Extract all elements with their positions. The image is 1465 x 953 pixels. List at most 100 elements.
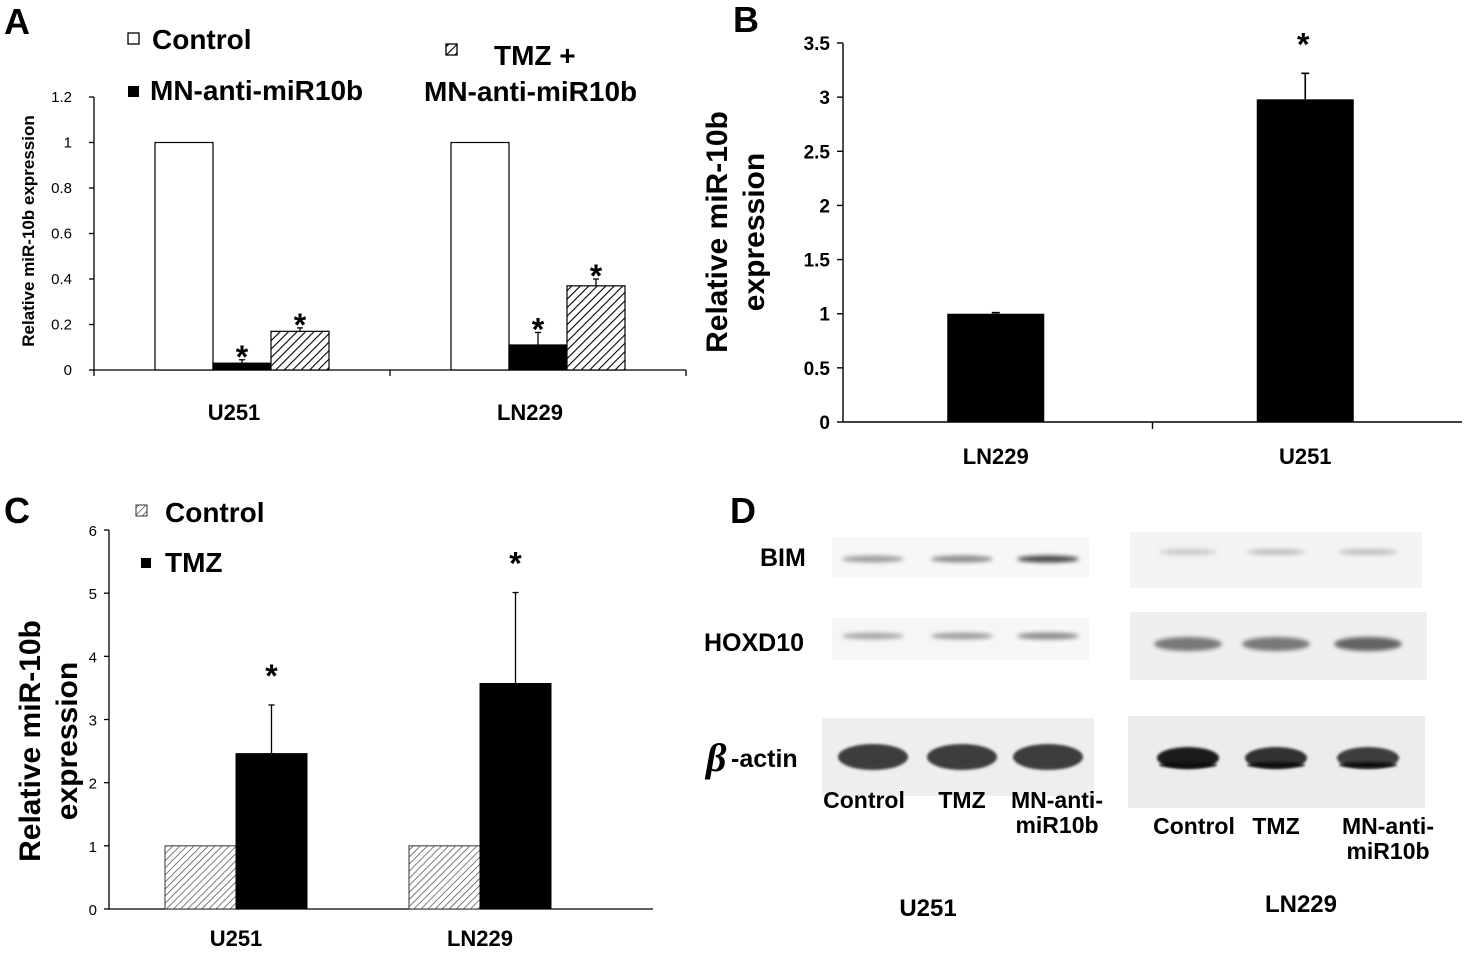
y-tick-label-c: 5 [89, 586, 97, 603]
blot-band-ln229-actin-doublet [1247, 762, 1305, 768]
y-tick-label-b: 1 [819, 305, 830, 326]
bar-c [479, 682, 552, 910]
blot-band-ln229-hoxd10 [1242, 637, 1310, 651]
bar-a [566, 285, 626, 371]
panel-letter-c: C [4, 490, 30, 531]
blot-band-u251-hoxd10 [931, 632, 993, 640]
chart-panel-c: 0 1 2 3 4 5 6 Relative miR-10b expression U251 * LN… [14, 497, 653, 951]
y-tick-label-b: 0 [819, 413, 830, 434]
legend-swatch-control-a [127, 32, 140, 45]
membrane-ln229-bim [1130, 532, 1422, 588]
y-tick-label-b: 2 [819, 196, 830, 217]
y-tick-label-b: 3 [819, 88, 830, 109]
blot-band-u251-actin [1013, 744, 1083, 770]
y-tick-label-c: 4 [89, 649, 97, 666]
y-tick-label-a: 0.2 [51, 317, 72, 334]
y-tick-label-a: 0.6 [51, 226, 72, 243]
blot-lane-label-ln229: TMZ [1252, 813, 1299, 839]
category-label-a: LN229 [497, 400, 563, 425]
blot-lane-label-u251: miR10b [1015, 812, 1098, 838]
category-label-b: LN229 [963, 444, 1029, 469]
legend-label-tmz-c: TMZ [165, 547, 223, 578]
category-label-b: U251 [1279, 444, 1332, 469]
category-label-c: U251 [210, 926, 263, 951]
chart-panel-a: 0 0.2 0.4 0.6 0.8 1 1.2 Relative miR-10b expres… [19, 24, 687, 425]
y-tick-label-b: 3.5 [804, 34, 831, 55]
blot-cell-line-label-u251: U251 [899, 895, 956, 922]
blot-band-u251-actin [927, 744, 997, 770]
y-axis-label-line1-b: Relative miR-10b [701, 111, 734, 353]
legend-swatch-control-c [135, 504, 148, 517]
y-tick-label-a: 0 [64, 362, 72, 379]
blot-cell-line-label-ln229: LN229 [1265, 891, 1337, 918]
blot-band-u251-bim [1017, 555, 1079, 563]
y-tick-label-a: 0.4 [51, 271, 72, 288]
significance-star-a: * [590, 258, 603, 294]
y-tick-label-a: 1 [64, 135, 72, 152]
significance-star-c: * [509, 546, 522, 582]
y-tick-label-c: 2 [89, 776, 97, 793]
y-axis-label-line1-c: Relative miR-10b [14, 620, 47, 862]
significance-star-a: * [236, 339, 249, 375]
bar-c [164, 845, 237, 910]
blot-lane-label-ln229: miR10b [1346, 838, 1429, 864]
category-label-c: LN229 [447, 926, 513, 951]
panel-letter-d: D [730, 490, 756, 531]
blot-lane-label-u251: MN-anti- [1011, 787, 1103, 813]
blot-band-u251-hoxd10 [842, 632, 904, 640]
legend-label-mn-anti-a: MN-anti-miR10b [150, 75, 363, 106]
blot-row-label-bim: BIM [760, 544, 806, 572]
blot-lane-label-u251: TMZ [938, 787, 985, 813]
blot-row-label-hoxd10: HOXD10 [704, 629, 804, 657]
y-tick-label-b: 0.5 [804, 359, 831, 380]
blot-band-u251-hoxd10 [1017, 632, 1079, 640]
chart-panel-b: 0 0.5 1 1.5 2 2.5 3 3.5 Relative miR-10b expressi… [701, 26, 1462, 469]
bar-a [154, 141, 214, 371]
bar-a [270, 330, 330, 371]
blot-band-u251-bim [931, 555, 993, 563]
significance-star-a: * [294, 307, 307, 343]
blot-band-ln229-hoxd10 [1334, 637, 1402, 651]
blot-band-ln229-bim [1159, 549, 1217, 555]
bar-b [1256, 99, 1354, 423]
blot-band-ln229-bim [1247, 549, 1305, 555]
bar-a [450, 141, 510, 371]
blot-band-u251-actin [838, 744, 908, 770]
blot-lane-label-u251: Control [823, 787, 905, 813]
y-tick-label-b: 2.5 [804, 142, 831, 163]
blot-lane-label-ln229: MN-anti- [1342, 813, 1434, 839]
y-tick-label-c: 6 [89, 523, 97, 540]
bar-a [508, 344, 568, 371]
significance-star-a: * [532, 311, 545, 347]
y-tick-label-a: 0.8 [51, 180, 72, 197]
panel-letter-b: B [733, 0, 759, 40]
significance-star-c: * [265, 658, 278, 694]
western-blot-panel-d: BIM HOXD10 β -actin Control TMZ MN-anti-miR10b… [704, 532, 1434, 922]
legend-label-tmz-mn-line2-a: MN-anti-miR10b [424, 76, 637, 107]
blot-band-ln229-hoxd10 [1154, 637, 1222, 651]
y-axis-label-line2-b: expression [738, 153, 771, 311]
legend-label-control-c: Control [165, 497, 265, 528]
legend-label-tmz-mn-line1-a: TMZ + [494, 40, 576, 71]
y-tick-label-c: 0 [89, 902, 97, 919]
legend-swatch-tmz-mn-a [445, 43, 458, 56]
y-axis-label-a: Relative miR-10b expression [19, 115, 38, 346]
bar-c [235, 753, 308, 910]
y-tick-label-a: 1.2 [51, 89, 72, 106]
y-tick-label-c: 1 [89, 839, 97, 856]
panel-letter-a: A [4, 1, 30, 42]
significance-star-b: * [1297, 26, 1310, 62]
bar-b [947, 313, 1045, 422]
y-axis-label-line2-c: expression [51, 662, 84, 820]
legend-swatch-mn-anti-a [128, 86, 139, 97]
category-label-a: U251 [208, 400, 261, 425]
beta-symbol: β [704, 735, 727, 780]
legend-label-control-a: Control [152, 24, 252, 55]
blot-row-label-actin: -actin [731, 745, 798, 773]
blot-lane-label-ln229: Control [1153, 813, 1235, 839]
legend-swatch-tmz-c [141, 558, 151, 568]
blot-band-ln229-actin-doublet [1339, 762, 1397, 768]
bar-c [408, 845, 481, 910]
blot-band-ln229-actin-doublet [1159, 762, 1217, 768]
